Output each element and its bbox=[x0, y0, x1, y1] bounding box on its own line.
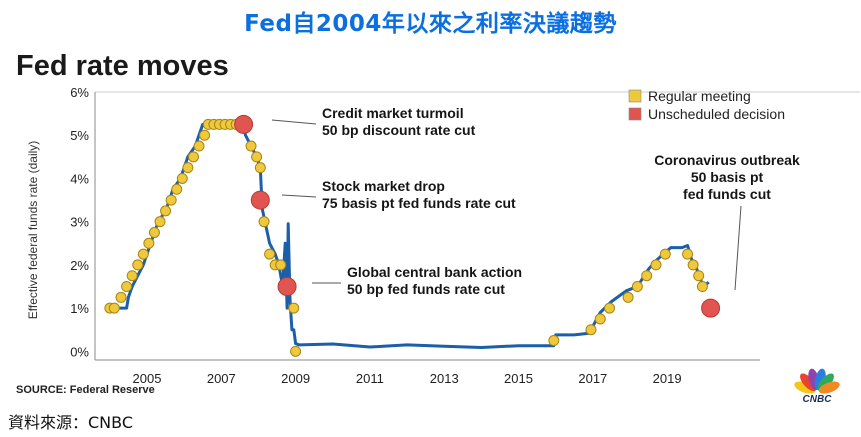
regular-meeting-point bbox=[290, 345, 302, 357]
regular-meeting-point bbox=[254, 162, 266, 174]
annotation-text: 50 bp discount rate cut bbox=[322, 122, 476, 138]
regular-meeting-point bbox=[160, 205, 172, 217]
annotation-text: 50 bp fed funds rate cut bbox=[347, 281, 505, 297]
regular-meeting-point bbox=[115, 291, 127, 303]
regular-meeting-point bbox=[682, 248, 694, 260]
x-tick-label: 2017 bbox=[578, 371, 607, 386]
plot-area bbox=[104, 114, 721, 357]
regular-meeting-point bbox=[182, 162, 194, 174]
regular-meeting-point bbox=[275, 259, 287, 271]
x-tick-label: 2005 bbox=[133, 371, 162, 386]
y-tick-label: 6% bbox=[70, 85, 89, 100]
y-tick-label: 0% bbox=[70, 344, 89, 359]
regular-meeting-point bbox=[604, 302, 616, 314]
cnbc-logo-text: CNBC bbox=[802, 394, 832, 405]
regular-meeting-point bbox=[108, 302, 120, 314]
axis-ticks: 0% 1% 2% 3% 4% 5% 6% 2005 2007 2009 2011 2013 2015 20… bbox=[70, 85, 681, 386]
regular-meeting-point bbox=[585, 324, 597, 336]
regular-meeting-point bbox=[171, 183, 183, 195]
y-tick-label: 1% bbox=[70, 301, 89, 316]
regular-meeting-point bbox=[245, 140, 257, 152]
banner-title: Fed自2004年以來之利率決議趨勢 bbox=[244, 11, 617, 37]
legend-label: Unscheduled decision bbox=[648, 106, 785, 122]
x-tick-label: 2009 bbox=[281, 371, 310, 386]
annotation-text: Credit market turmoil bbox=[322, 105, 464, 121]
legend: Regular meeting Unscheduled decision bbox=[628, 88, 785, 122]
regular-meeting-point bbox=[121, 281, 133, 293]
x-tick-label: 2011 bbox=[356, 371, 384, 386]
y-tick-label: 5% bbox=[70, 128, 89, 143]
regular-meeting-point bbox=[193, 140, 205, 152]
unscheduled-decision-point bbox=[277, 277, 297, 297]
regular-meeting-point bbox=[258, 216, 270, 228]
legend-swatch bbox=[628, 89, 642, 103]
regular-meeting-point bbox=[659, 248, 671, 260]
footer-source-note: 資料來源：CNBC bbox=[8, 413, 134, 432]
annotation-text: 75 basis pt fed funds rate cut bbox=[322, 195, 516, 211]
cnbc-logo: CNBC bbox=[791, 366, 843, 406]
y-tick-label: 2% bbox=[70, 258, 89, 273]
source-label: SOURCE: Federal Reserve bbox=[16, 384, 155, 396]
regular-meeting-point bbox=[594, 313, 606, 325]
x-tick-label: 2015 bbox=[504, 371, 533, 386]
regular-meeting-point bbox=[687, 259, 699, 271]
regular-meeting-point bbox=[132, 259, 144, 271]
cnbc-peacock-icon bbox=[794, 368, 840, 394]
y-axis-label: Effective federal funds rate (daily) bbox=[26, 141, 40, 320]
regular-meeting-point bbox=[251, 151, 263, 163]
rate-series-line bbox=[109, 122, 710, 349]
regular-meeting-point bbox=[165, 194, 177, 206]
annotation-text: fed funds cut bbox=[683, 186, 771, 202]
annotation-connector bbox=[734, 205, 742, 291]
unscheduled-decision-point bbox=[701, 298, 721, 318]
regular-meeting-point bbox=[187, 151, 199, 163]
annotation-connector bbox=[281, 194, 317, 198]
regular-meeting-point bbox=[622, 291, 634, 303]
regular-meeting-point bbox=[154, 216, 166, 228]
regular-meeting-point bbox=[693, 270, 705, 282]
annotation-connector bbox=[271, 119, 317, 125]
regular-meeting-point bbox=[126, 270, 138, 282]
x-tick-label: 2007 bbox=[207, 371, 236, 386]
regular-meeting-point bbox=[650, 259, 662, 271]
unscheduled-decision-point bbox=[234, 114, 254, 134]
regular-meeting-point bbox=[199, 129, 211, 141]
regular-meeting-point bbox=[641, 270, 653, 282]
chart-title: Fed rate moves bbox=[16, 50, 229, 82]
annotation-text: Coronavirus outbreak bbox=[654, 152, 800, 168]
annotation-text: Global central bank action bbox=[347, 264, 522, 280]
regular-meeting-point bbox=[631, 281, 643, 293]
regular-meeting-point bbox=[288, 302, 300, 314]
annotation-text: 50 basis pt bbox=[691, 169, 764, 185]
regular-meeting-point bbox=[148, 226, 160, 238]
annotation-text: Stock market drop bbox=[322, 178, 445, 194]
x-tick-label: 2019 bbox=[653, 371, 682, 386]
unscheduled-decision-point bbox=[250, 190, 270, 210]
regular-meeting-point bbox=[548, 335, 560, 347]
regular-meeting-point bbox=[696, 281, 708, 293]
regular-meeting-point bbox=[176, 172, 188, 184]
peacock-feather bbox=[818, 381, 840, 394]
x-tick-label: 2013 bbox=[430, 371, 459, 386]
regular-meeting-point bbox=[264, 248, 276, 260]
y-tick-label: 3% bbox=[70, 215, 89, 230]
regular-meeting-point bbox=[143, 237, 155, 249]
legend-swatch bbox=[628, 107, 642, 121]
legend-label: Regular meeting bbox=[648, 88, 751, 104]
y-tick-label: 4% bbox=[70, 171, 89, 186]
regular-meeting-point bbox=[137, 248, 149, 260]
